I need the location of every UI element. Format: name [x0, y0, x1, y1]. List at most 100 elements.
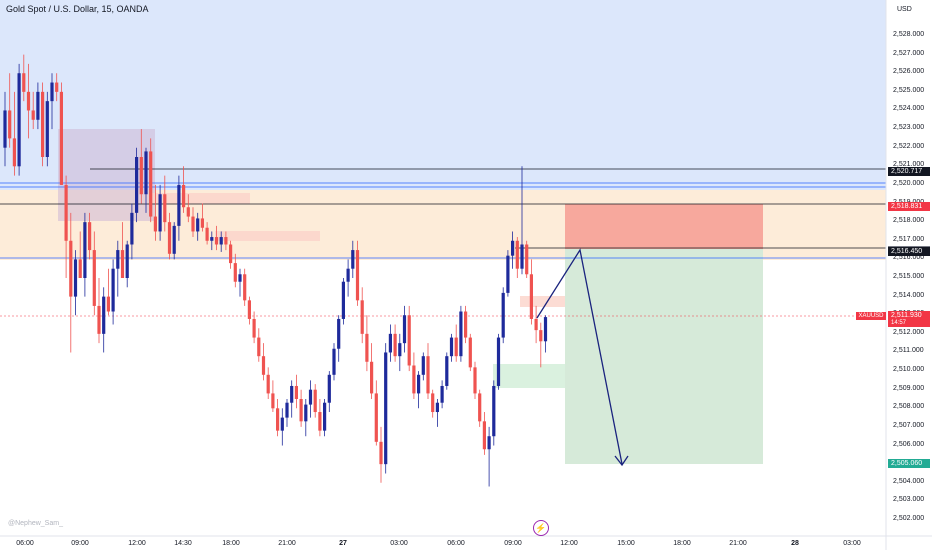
- candle-body: [464, 311, 468, 338]
- price-axis-label: 2,520.000: [893, 179, 925, 187]
- price-axis-label: 2,521.000: [893, 161, 925, 169]
- candle-body: [525, 244, 529, 275]
- candle-body: [304, 404, 308, 422]
- candle-body: [290, 385, 294, 403]
- candle-body: [515, 240, 519, 269]
- candle-body: [163, 194, 167, 223]
- time-axis-label: 21:00: [729, 540, 747, 547]
- candle-body: [45, 101, 49, 157]
- candle-body: [144, 151, 148, 195]
- currency-label[interactable]: USD: [897, 6, 912, 13]
- candle-body: [135, 157, 139, 213]
- time-axis-label: 27: [339, 540, 347, 547]
- candle-body: [167, 222, 172, 254]
- candle-body: [308, 389, 313, 405]
- candle-body: [102, 296, 106, 334]
- symbol-tag: XAUUSD: [856, 312, 886, 320]
- candle-body: [3, 110, 7, 148]
- candle-body: [59, 91, 63, 185]
- candle-body: [257, 337, 261, 357]
- candle-body: [355, 250, 360, 301]
- lightning-icon[interactable]: ⚡: [533, 520, 549, 536]
- price-axis-label: 2,506.000: [893, 440, 925, 448]
- candle-body: [26, 91, 31, 111]
- candle-body: [421, 356, 425, 375]
- candle-body: [412, 365, 416, 394]
- price-axis-label: 2,507.000: [893, 421, 925, 429]
- price-axis-label: 2,503.000: [893, 496, 925, 504]
- consolidation-box: [58, 129, 155, 221]
- time-axis-label: 18:00: [222, 540, 240, 547]
- candle-body: [219, 237, 223, 245]
- candle-body: [111, 268, 115, 312]
- candle-body: [17, 73, 21, 167]
- candle-body: [130, 212, 134, 245]
- candle-body: [153, 216, 157, 232]
- price-axis-label: 2,523.000: [893, 124, 925, 132]
- candle-body: [365, 333, 369, 362]
- candle-body: [506, 255, 510, 293]
- candle-body: [543, 317, 548, 342]
- imbalance-box-1: [150, 193, 250, 204]
- price-axis-label: 2,511.000: [893, 347, 924, 355]
- candle-body: [379, 441, 383, 465]
- candle-body: [440, 385, 444, 403]
- candle-body: [55, 82, 59, 92]
- price-axis-label: 2,509.000: [893, 384, 925, 392]
- candle-body: [459, 311, 463, 357]
- candle-body: [426, 356, 430, 394]
- price-axis-label: 2,508.000: [893, 403, 925, 411]
- candle-body: [318, 412, 322, 431]
- stop-loss-zone: [565, 204, 763, 249]
- candle-body: [332, 348, 336, 375]
- candle-body: [534, 318, 538, 331]
- candle-body: [482, 421, 486, 450]
- candle-body: [88, 222, 92, 251]
- candle-body: [64, 184, 68, 241]
- candle-body: [313, 389, 317, 413]
- candle-body: [69, 240, 73, 297]
- candle-body: [327, 374, 331, 403]
- price-axis-label: 2,516.000: [893, 254, 925, 262]
- candle-body: [539, 330, 543, 342]
- price-axis-label: 2,512.000: [893, 328, 925, 336]
- candle-body: [520, 244, 524, 269]
- candle-body: [261, 356, 266, 375]
- candle-body: [186, 207, 190, 217]
- time-axis-label: 12:00: [560, 540, 578, 547]
- candle-body: [83, 222, 87, 278]
- candle-body: [238, 274, 242, 282]
- candle-body: [205, 227, 209, 241]
- time-axis-label: 09:00: [71, 540, 89, 547]
- candle-body: [200, 218, 204, 228]
- price-axis-label: 2,527.000: [893, 49, 925, 57]
- last-price-tag: 2,511.930: [888, 311, 930, 320]
- candle-body: [341, 281, 345, 319]
- time-axis-label: 12:00: [128, 540, 146, 547]
- price-axis-label: 2,518.000: [893, 217, 925, 225]
- time-axis-label: 28: [791, 540, 799, 547]
- time-axis-label: 15:00: [617, 540, 635, 547]
- candle-body: [468, 337, 472, 368]
- projection-arrow[interactable]: [536, 248, 623, 465]
- candle-body: [177, 184, 181, 226]
- candle-body: [280, 417, 284, 431]
- chart-title: Gold Spot / U.S. Dollar, 15, OANDA: [6, 4, 149, 14]
- time-axis-label: 03:00: [390, 540, 408, 547]
- candle-body: [8, 110, 12, 139]
- price-tag: 2,516.450: [888, 246, 930, 256]
- candle-body: [92, 250, 96, 306]
- candle-body: [196, 218, 200, 232]
- candle-body: [125, 244, 129, 278]
- candle-body: [393, 333, 397, 357]
- take-profit-zone: [565, 249, 763, 464]
- imbalance-box-2: [215, 231, 320, 241]
- time-axis-label: 06:00: [447, 540, 465, 547]
- candle-body: [97, 305, 101, 334]
- candle-body: [116, 250, 120, 269]
- candle-body: [41, 91, 45, 157]
- candle-body: [224, 237, 228, 245]
- candle-body: [370, 361, 374, 394]
- time-axis-label: 09:00: [504, 540, 522, 547]
